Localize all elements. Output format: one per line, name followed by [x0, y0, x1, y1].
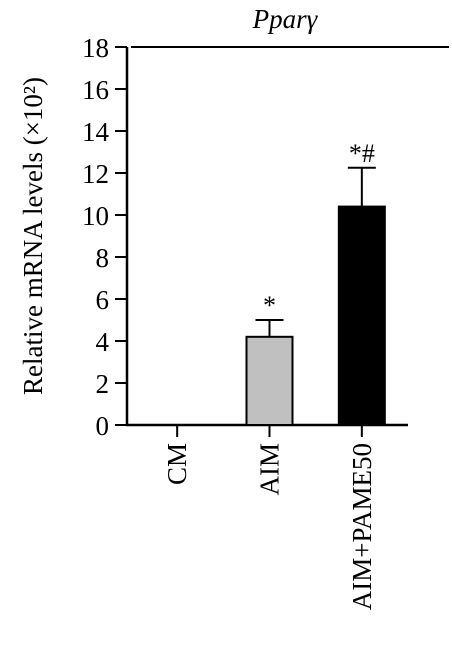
y-tick-label: 6	[96, 285, 110, 315]
y-tick-label: 14	[82, 117, 110, 147]
bar	[337, 205, 386, 426]
x-axis: CM AIM AIM+PAME50	[126, 423, 408, 610]
y-tick-label: 4	[96, 327, 110, 357]
y-tick-label: 12	[82, 159, 109, 189]
y-tick-label: 10	[82, 201, 109, 231]
y-tick-label: 16	[82, 75, 109, 105]
y-tick-label: 8	[96, 243, 110, 273]
y-tick-label: 0	[96, 411, 110, 441]
bar	[245, 335, 294, 426]
y-axis-label-text: Relative mRNA levels (×10²)	[18, 77, 48, 395]
y-tick-label: 18	[82, 33, 109, 63]
bars: * *#	[245, 139, 386, 426]
significance-label: *	[263, 291, 276, 320]
x-tick-label: AIM	[255, 443, 285, 496]
y-tick-label: 2	[96, 369, 110, 399]
x-tick-label: CM	[162, 443, 192, 485]
y-axis: 0 2 4 6 8 10 12 14 16 18	[82, 33, 129, 441]
chart-title: Pparγ	[252, 4, 319, 34]
x-tick-label: AIM+PAME50	[347, 443, 377, 610]
y-axis-label: Relative mRNA levels (×10²)	[18, 77, 48, 395]
significance-label: *#	[349, 139, 375, 168]
